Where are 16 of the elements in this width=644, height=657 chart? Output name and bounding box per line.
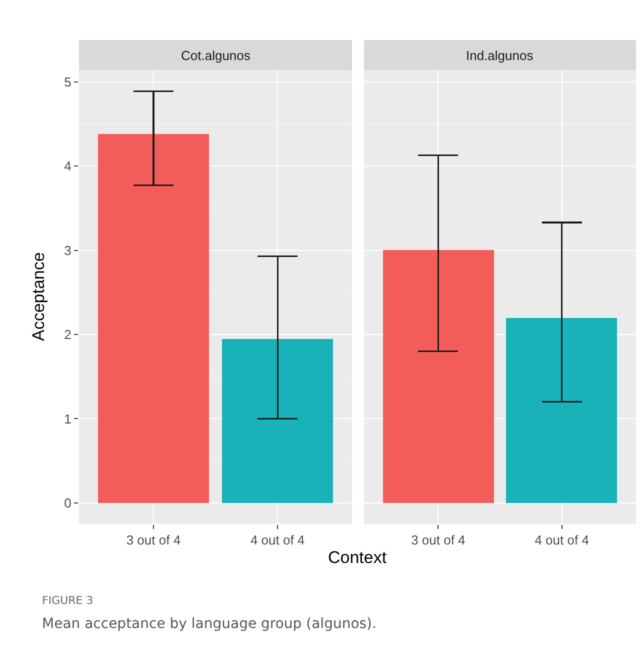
caption: FIGURE 3: [42, 594, 94, 607]
y-tick-label: 0: [64, 495, 72, 510]
y-axis-title: Acceptance: [29, 252, 48, 341]
y-tick-label: 1: [64, 411, 72, 426]
x-tick-label: 3 out of 4: [126, 532, 181, 548]
y-tick-label: 5: [64, 74, 72, 90]
x-tick-label: 4 out of 4: [534, 532, 589, 548]
y-tick-label: 2: [64, 327, 72, 342]
x-axis-title: Context: [328, 548, 387, 567]
y-tick-label: 3: [64, 242, 72, 258]
chart-title: Cot.algunos: [181, 48, 251, 63]
text: Mean acceptance by language group (algunos).: [42, 616, 376, 632]
chart-title: Ind.algunos: [466, 48, 534, 63]
y-tick-label: 4: [64, 158, 72, 174]
x-tick-label: 3 out of 4: [411, 532, 466, 548]
x-tick-label: 4 out of 4: [250, 532, 305, 548]
